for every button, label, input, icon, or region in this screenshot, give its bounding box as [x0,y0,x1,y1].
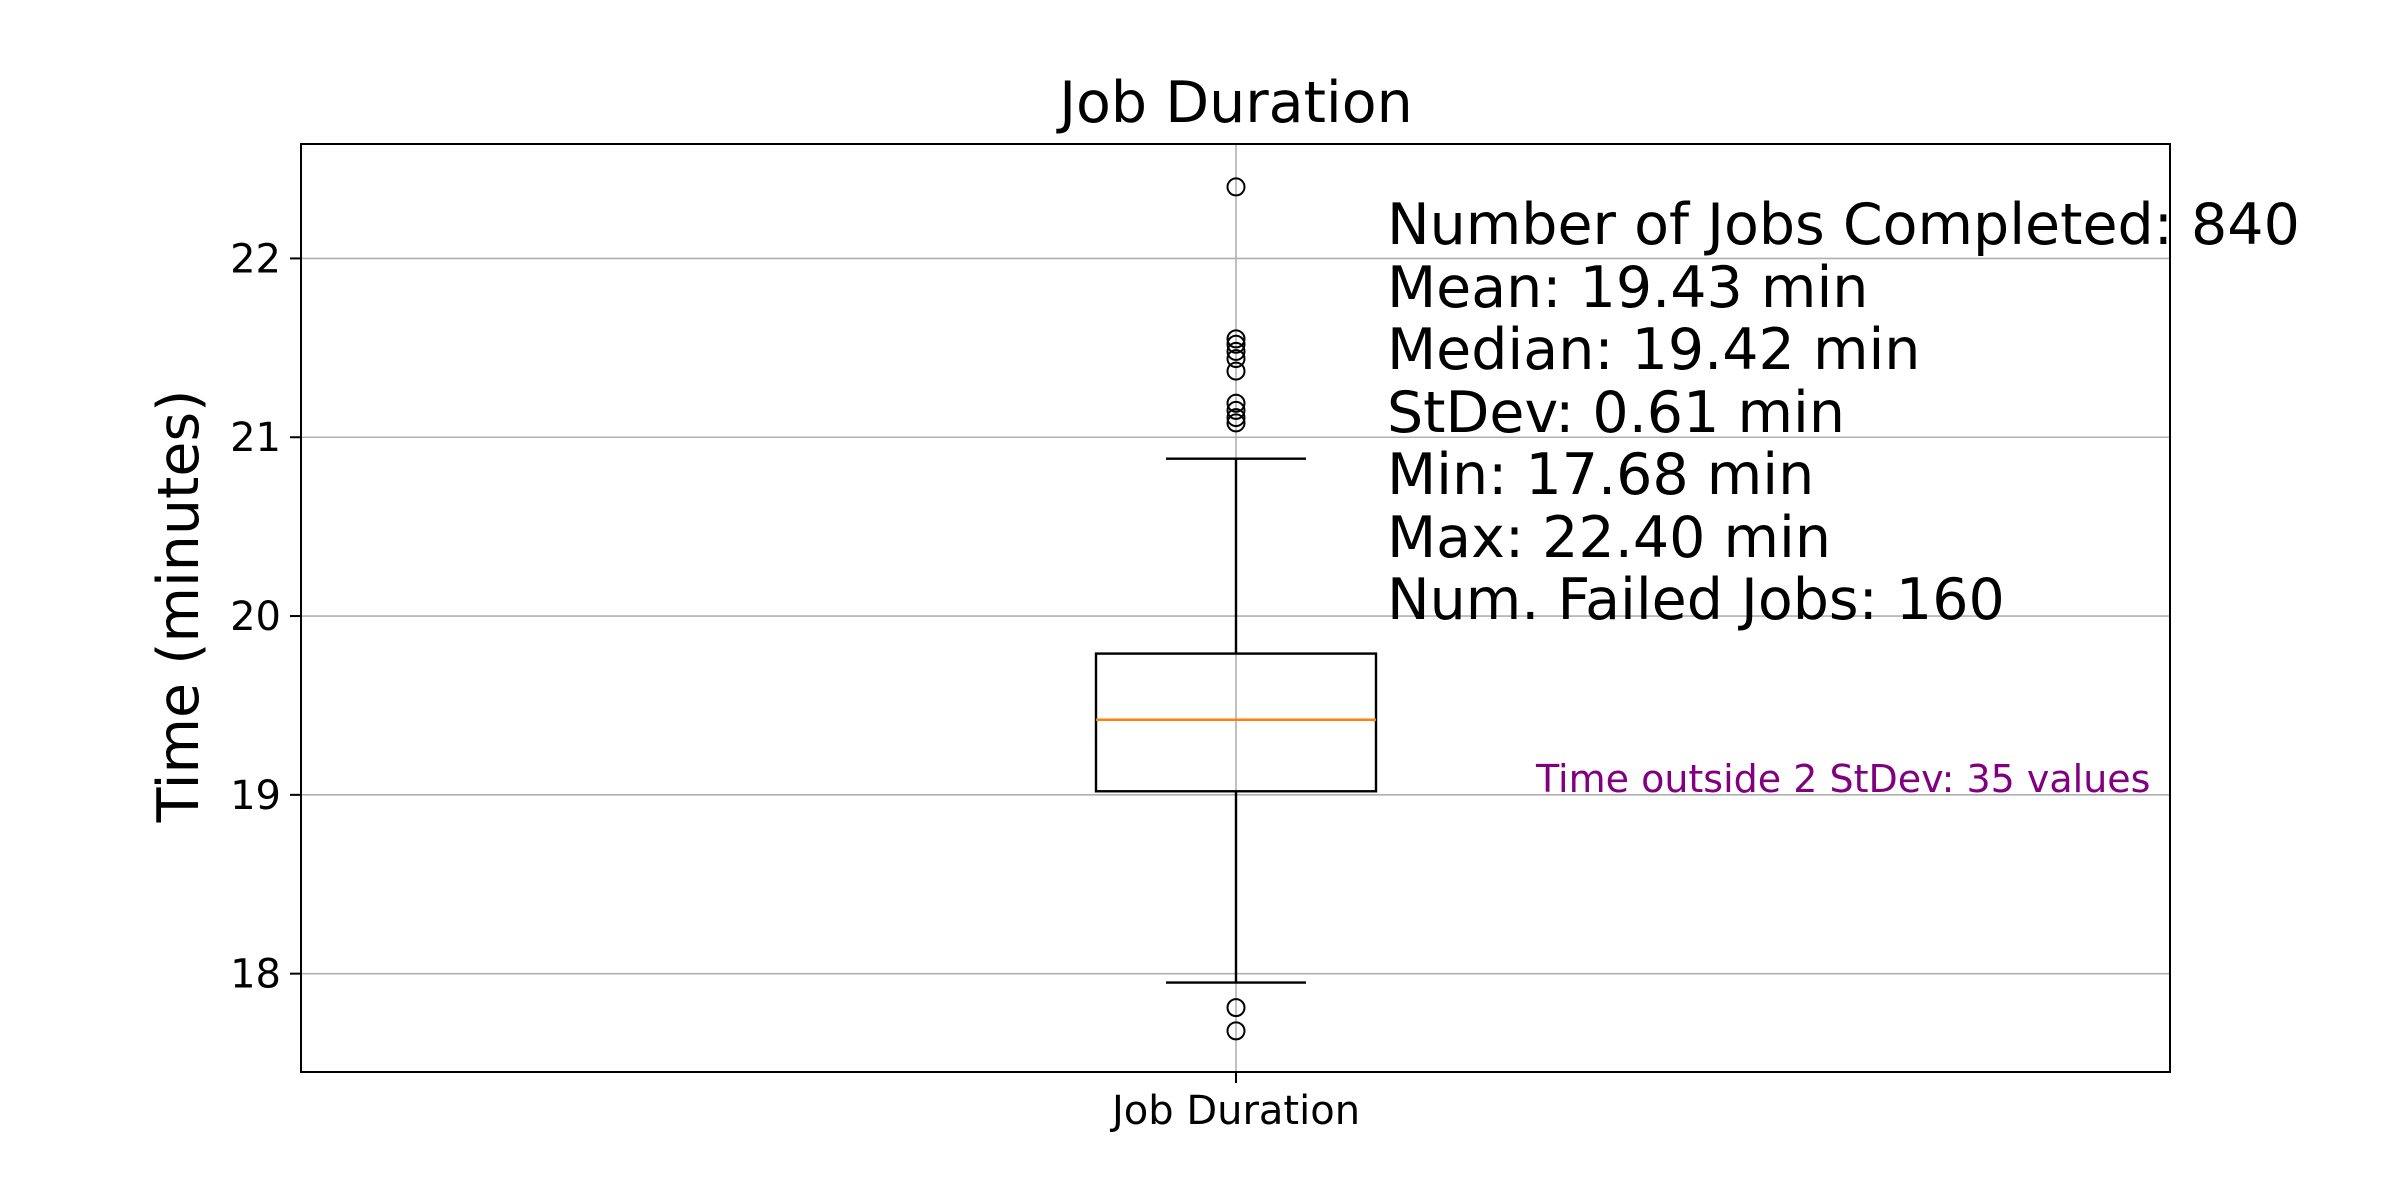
outlier-note: Time outside 2 StDev: 35 values [1535,757,2150,801]
chart-title: Job Duration [1056,70,1413,136]
y-tick-label: 20 [230,594,281,640]
chart-text: Job Duration Time (minutes) Job Duration… [146,70,2300,1134]
x-tick-label: Job Duration [1109,1088,1360,1134]
stats-line-min: Min: 17.68 min [1387,442,1814,508]
outlier-point [1226,393,1246,413]
stats-line-mean: Mean: 19.43 min [1387,255,1868,321]
outlier-point [1226,400,1246,420]
outlier-point [1226,329,1246,349]
stats-line-max: Max: 22.40 min [1387,505,1831,571]
outlier-point [1226,349,1246,369]
stats-line-stdev: StDev: 0.61 min [1387,380,1845,446]
outlier-point [1226,1021,1246,1041]
iqr-box [1094,652,1378,793]
box-plot [1094,177,1378,1041]
stats-line-median: Median: 19.42 min [1387,317,1920,383]
outlier-point [1226,334,1246,354]
outlier-point [1226,408,1246,428]
stats-line-jobs-completed: Number of Jobs Completed: 840 [1387,192,2300,258]
y-axis-label: Time (minutes) [146,390,212,824]
stats-line-failed-jobs: Num. Failed Jobs: 160 [1387,567,2005,633]
outlier-point [1226,341,1246,361]
outlier-point [1226,998,1246,1018]
y-tick-label: 21 [230,415,281,461]
outlier-point [1226,361,1246,381]
y-tick-label: 22 [230,236,281,282]
y-axis-ticks: 18 19 20 21 22 [230,236,1237,1083]
outlier-point [1226,413,1246,433]
y-tick-label: 18 [230,952,281,998]
outlier-point [1226,177,1246,197]
y-tick-label: 19 [230,773,281,819]
